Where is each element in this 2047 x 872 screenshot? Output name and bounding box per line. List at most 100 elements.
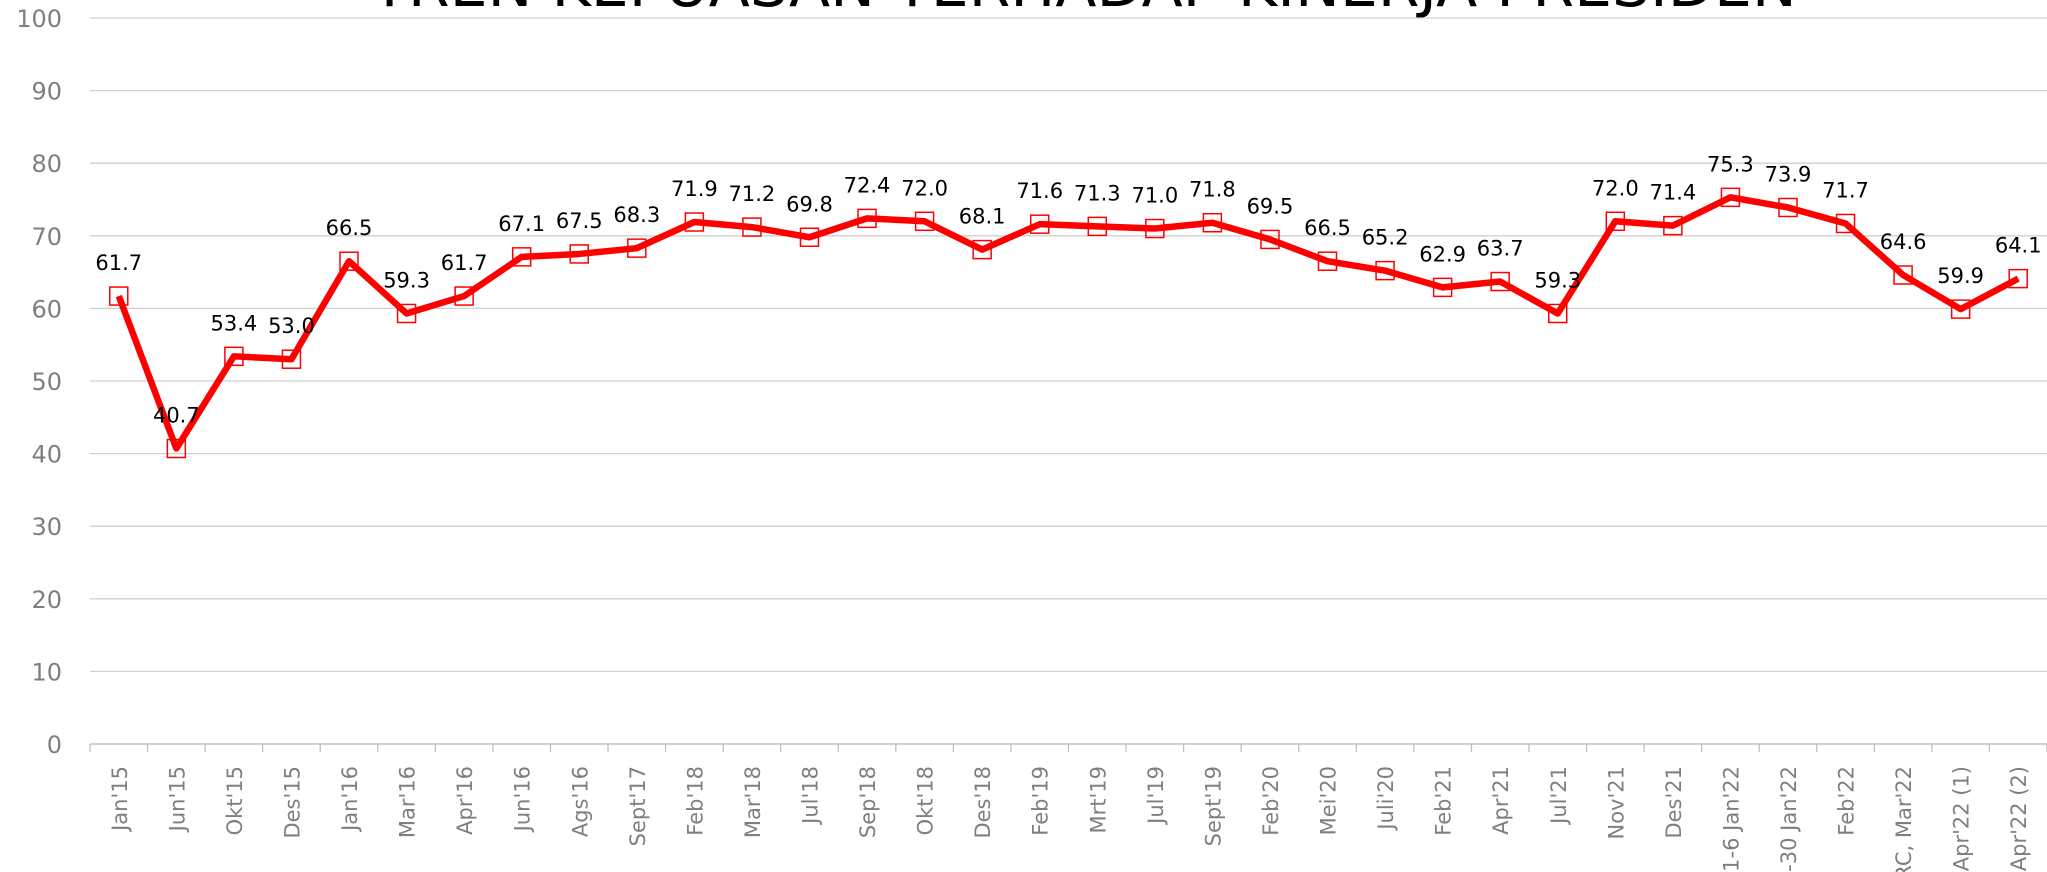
marker [511, 247, 532, 267]
marker [799, 227, 820, 248]
data-label: 71.4 [1649, 181, 1696, 205]
marker [2008, 268, 2028, 289]
x-tick-label: Jul'21 [1547, 766, 1571, 826]
data-label: 72.0 [1592, 176, 1639, 200]
marker [1087, 216, 1108, 237]
x-tick-label: 1-6 Jan'22 [1719, 766, 1743, 872]
data-label: 67.1 [498, 212, 545, 236]
marker [396, 303, 417, 324]
data-label: 59.9 [1937, 264, 1984, 288]
y-tick-label: 80 [31, 150, 62, 178]
data-label: 68.3 [613, 203, 660, 227]
data-label: 66.5 [326, 216, 373, 240]
line [115, 194, 2020, 452]
marker [109, 286, 129, 306]
data-label: 71.3 [1074, 181, 1121, 205]
marker [1202, 212, 1223, 233]
x-tick-label: Apr'22 (2) [2007, 766, 2031, 871]
y-tick-label: 70 [31, 223, 62, 251]
y-tick-label: 0 [47, 731, 62, 759]
marker [1432, 277, 1453, 298]
x-tick-label: Jul'19 [1144, 766, 1168, 826]
marker [684, 212, 705, 232]
x-tick-label: Apr'16 [453, 766, 477, 835]
x-tick-label: Apr'21 [1489, 766, 1513, 835]
x-tick-label: Feb'22 [1835, 766, 1859, 836]
data-label: 72.0 [901, 176, 948, 200]
x-tick-label: Feb'21 [1432, 766, 1456, 836]
marker [914, 211, 935, 232]
marker [1835, 213, 1856, 234]
y-tick-label: 50 [31, 368, 62, 396]
data-label: 53.0 [268, 314, 315, 338]
data-label: 66.5 [1304, 216, 1351, 240]
marker [166, 438, 187, 459]
data-label: 71.9 [671, 177, 718, 201]
x-tick-label: Des'21 [1662, 766, 1686, 839]
marker [1605, 211, 1626, 232]
data-label: 68.1 [959, 205, 1006, 229]
x-tick-label: Sept'17 [626, 766, 650, 846]
y-tick-label: 60 [31, 295, 62, 323]
data-label: 72.4 [844, 173, 891, 197]
data-label: 65.2 [1362, 226, 1409, 250]
x-tick-label: Mar'16 [396, 766, 420, 838]
x-tick-label: Mrt'19 [1086, 766, 1110, 833]
data-label: 71.8 [1189, 178, 1236, 202]
data-label: 62.9 [1419, 242, 1466, 266]
data-label: 67.5 [556, 209, 603, 233]
data-label: 63.7 [1477, 237, 1524, 261]
y-tick-label: 10 [31, 658, 62, 686]
data-label: 64.6 [1880, 230, 1927, 254]
data-label: 59.3 [383, 268, 430, 292]
x-tick-label: Jun'15 [165, 766, 189, 833]
marker [627, 238, 647, 258]
marker [1893, 265, 1913, 285]
marker [742, 217, 762, 237]
y-tick-label: 20 [31, 586, 62, 614]
marker [224, 346, 244, 367]
data-label: 75.3 [1707, 152, 1754, 176]
data-label: 61.7 [95, 251, 142, 275]
marker [1720, 187, 1741, 208]
data-label: 71.7 [1822, 178, 1869, 202]
marker [972, 239, 992, 260]
data-label: 71.2 [729, 182, 776, 206]
marker [454, 286, 474, 306]
data-label: 61.7 [441, 251, 488, 275]
marker [1950, 299, 1971, 319]
x-tick-label: Okt'18 [914, 766, 938, 835]
data-label: 64.1 [1995, 234, 2042, 258]
data-label: 69.8 [786, 192, 833, 216]
y-tick-label: 90 [31, 78, 62, 106]
data-label: 73.9 [1765, 162, 1812, 186]
marker [1260, 229, 1280, 250]
x-tick-label: RC, Mar'22 [1892, 766, 1916, 872]
y-tick-label: 40 [31, 441, 62, 469]
marker [1029, 214, 1050, 234]
marker [281, 349, 302, 369]
marker [1375, 260, 1395, 281]
x-tick-label: Feb'19 [1029, 766, 1053, 836]
data-label: 69.5 [1247, 194, 1294, 218]
x-tick-label: Mar'18 [741, 766, 765, 838]
marker [1317, 251, 1338, 271]
data-label: 59.3 [1534, 268, 1581, 292]
x-tick-label: Des'15 [280, 766, 304, 839]
y-tick-label: 30 [31, 513, 62, 541]
marker [1663, 215, 1683, 236]
x-tick-label: Okt'15 [223, 766, 247, 835]
marker [569, 244, 589, 264]
data-label: 40.7 [153, 404, 200, 428]
data-label: 53.4 [211, 311, 258, 335]
data-label: 71.0 [1131, 184, 1178, 208]
chart-title: TREN KEPUASAN TERHADAP KINERJA PRESIDEN [370, 0, 1797, 21]
x-tick-label: Des'18 [971, 766, 995, 839]
x-tick-label: Apr'22 (1) [1950, 766, 1974, 871]
marker [1548, 303, 1568, 324]
x-tick-label: Sept'19 [1201, 766, 1225, 846]
marker [339, 251, 359, 271]
marker [1490, 271, 1510, 292]
x-tick-label: Jan'15 [108, 766, 132, 833]
